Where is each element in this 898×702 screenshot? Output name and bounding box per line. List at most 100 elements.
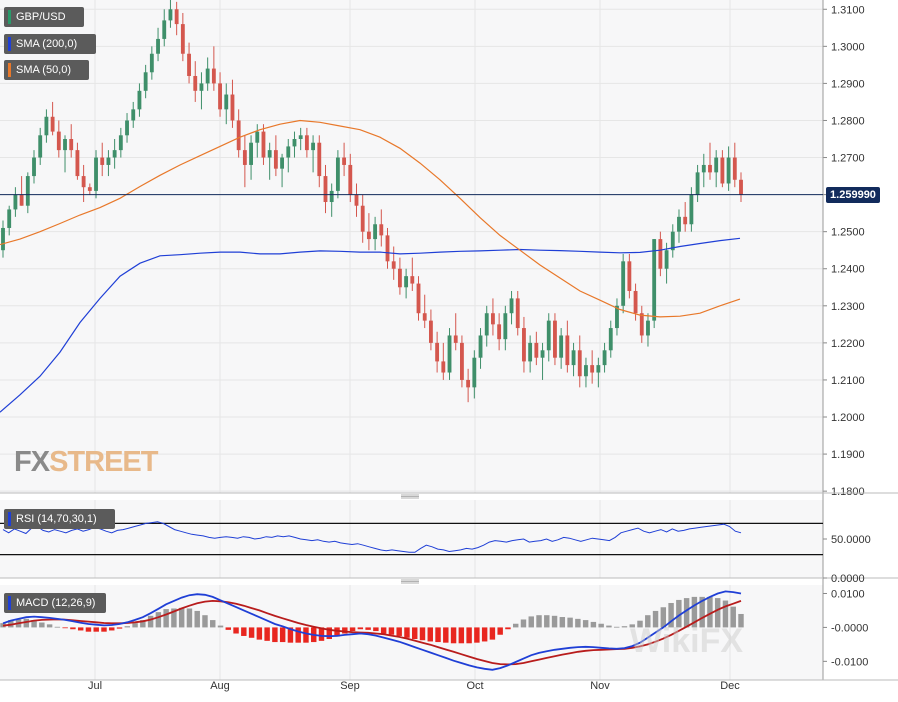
sma50-swatch xyxy=(8,63,11,77)
macd-histogram-bar xyxy=(590,621,597,628)
macd-histogram-bar xyxy=(373,627,379,632)
candle-body xyxy=(366,231,371,240)
legend-sma200[interactable]: SMA (200,0) xyxy=(4,34,96,54)
candle-body xyxy=(683,216,688,225)
rsi-swatch xyxy=(8,512,11,526)
candle-body xyxy=(726,157,731,184)
x-tick-label: Oct xyxy=(466,680,483,692)
candle-body xyxy=(565,335,570,366)
macd-histogram-bar xyxy=(54,626,61,628)
macd-histogram-bar xyxy=(70,627,76,630)
candle-body xyxy=(397,268,402,288)
candle-body xyxy=(137,90,142,110)
macd-histogram-bar xyxy=(520,619,527,628)
macd-tick-label: -0.0000 xyxy=(831,622,868,634)
macd-histogram-bar xyxy=(8,620,14,628)
candle-body xyxy=(373,224,378,240)
macd-histogram-bar xyxy=(326,627,332,640)
macd-histogram-bar xyxy=(295,627,301,643)
legend-sma50[interactable]: SMA (50,0) xyxy=(4,60,89,80)
macd-histogram-bar xyxy=(536,615,542,628)
macd-histogram-bar xyxy=(598,623,604,628)
macd-histogram-bar xyxy=(202,615,208,628)
macd-histogram-bar xyxy=(466,627,472,644)
candle-body xyxy=(714,157,719,173)
candle-body xyxy=(553,320,557,358)
macd-histogram-bar xyxy=(676,599,682,628)
y-tick-label: 1.2300 xyxy=(831,301,865,313)
candle-body xyxy=(342,157,347,165)
legend-symbol[interactable]: GBP/USD xyxy=(4,7,84,27)
legend-macd[interactable]: MACD (12,26,9) xyxy=(4,593,106,613)
legend-rsi[interactable]: RSI (14,70,30,1) xyxy=(4,509,115,529)
candle-body xyxy=(416,283,421,314)
macd-histogram-bar xyxy=(404,627,410,638)
candle-body xyxy=(695,172,700,195)
x-tick-label: Jul xyxy=(88,680,102,692)
macd-histogram-bar xyxy=(629,624,635,628)
candle-body xyxy=(143,72,148,91)
legend-symbol-label: GBP/USD xyxy=(16,11,66,23)
macd-histogram-bar xyxy=(101,627,107,632)
macd-histogram-bar xyxy=(660,607,667,628)
candle-body xyxy=(484,313,489,336)
macd-swatch xyxy=(8,596,11,610)
watermark-fx: FX xyxy=(14,446,50,478)
macd-histogram-bar xyxy=(272,627,278,643)
candle-body xyxy=(509,298,514,314)
macd-histogram-bar xyxy=(334,627,340,637)
macd-histogram-bar xyxy=(450,627,457,644)
macd-histogram-bar xyxy=(256,627,263,640)
candle-body xyxy=(428,320,433,343)
candle-body xyxy=(205,68,210,84)
sma50-line xyxy=(0,119,741,318)
candle-body xyxy=(50,116,55,132)
candle-body xyxy=(100,157,105,165)
macd-histogram-bar xyxy=(419,627,426,641)
macd-histogram-bar xyxy=(116,627,123,629)
candle-body xyxy=(404,276,409,288)
candle-body xyxy=(118,135,123,151)
macd-histogram-bar xyxy=(474,627,480,643)
legend-sma200-label: SMA (200,0) xyxy=(16,38,78,50)
candle-body xyxy=(670,231,675,251)
candle-body xyxy=(658,239,663,269)
candle-body xyxy=(168,9,173,21)
candle-body xyxy=(32,157,36,177)
candle-body xyxy=(156,38,160,54)
candle-body xyxy=(13,194,18,210)
candle-body xyxy=(497,324,502,340)
candle-body xyxy=(491,313,495,325)
macd-histogram-bar xyxy=(481,627,488,642)
macd-histogram-bar xyxy=(512,623,519,628)
candle-body xyxy=(75,150,80,177)
candle-body xyxy=(199,83,204,91)
candle-body xyxy=(664,250,669,269)
macd-histogram-bar xyxy=(458,627,465,644)
candle-body xyxy=(323,176,328,203)
candle-body xyxy=(218,83,222,110)
candle-body xyxy=(739,179,743,195)
macd-histogram-bar xyxy=(567,617,573,628)
candle-body xyxy=(435,342,440,362)
candle-body xyxy=(44,116,49,136)
candle-body xyxy=(627,261,632,291)
macd-histogram-bar xyxy=(435,627,441,643)
macd-histogram-bar xyxy=(163,609,169,628)
candle-body xyxy=(534,342,539,358)
fxstreet-watermark: FXSTREET xyxy=(14,446,158,479)
candle-body xyxy=(478,335,483,358)
candle-body xyxy=(298,135,303,140)
rsi-line xyxy=(2,521,742,553)
candle-body xyxy=(94,157,98,191)
candle-body xyxy=(242,150,247,165)
candle-body xyxy=(1,227,5,251)
candle-body xyxy=(584,365,588,377)
candle-body xyxy=(546,320,551,351)
y-tick-label: 1.2900 xyxy=(831,78,865,90)
macd-histogram-bar xyxy=(357,627,364,630)
macd-histogram-bar xyxy=(349,627,356,632)
candle-body xyxy=(106,157,111,165)
candle-body xyxy=(81,176,86,188)
candle-body xyxy=(249,142,253,165)
